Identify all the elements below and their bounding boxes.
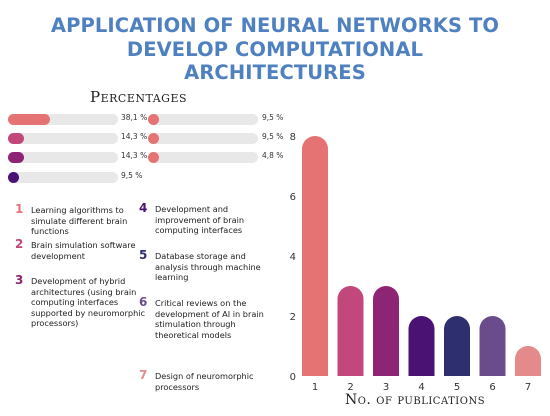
percentage-track: [148, 114, 258, 125]
bar-3: [373, 286, 399, 376]
legend-text: Brain simulation software development: [31, 240, 136, 261]
percentage-bar-6: 9,5 %: [148, 132, 298, 144]
bar-4: [408, 316, 435, 376]
percentage-track: [148, 133, 258, 144]
percentage-fill: [8, 133, 24, 144]
legend-text: Database storage and analysis through ma…: [155, 251, 261, 283]
bar-7: [515, 346, 541, 376]
x-axis-label: No. of publications: [344, 392, 486, 408]
percentage-label: 9,5 %: [121, 171, 143, 180]
percentage-fill: [8, 152, 24, 163]
x-tick-label: 3: [383, 382, 389, 393]
y-tick-label: 4: [290, 252, 296, 263]
percentage-bar-7: 4,8 %: [148, 151, 298, 163]
x-tick-label: 7: [525, 382, 531, 393]
percentages-heading: Percentages: [90, 88, 188, 106]
percentage-bar-1: 38,1 %: [8, 113, 158, 125]
legend-number: 4: [139, 201, 148, 215]
percentage-bar-2: 14,3 %: [8, 132, 158, 144]
y-tick-label: 2: [290, 312, 296, 323]
percentage-fill: [8, 114, 50, 125]
title-line-2: DEVELOP COMPUTATIONAL: [126, 37, 424, 61]
legend-text: Development of hybrid architectures (usi…: [31, 276, 146, 329]
percentage-track: [8, 172, 118, 183]
bar-6: [479, 316, 506, 376]
percentage-fill: [148, 133, 159, 144]
bar-5: [444, 316, 470, 376]
bar-1: [302, 136, 328, 376]
percentage-track: [148, 152, 258, 163]
legend-number: 2: [15, 237, 24, 251]
legend-text: Development and improvement of brain com…: [155, 204, 245, 236]
percentage-fill: [148, 152, 159, 163]
legend-number: 6: [139, 295, 148, 309]
legend-number: 7: [139, 368, 148, 382]
legend-number: 5: [139, 248, 148, 262]
percentage-label: 9,5 %: [262, 113, 284, 122]
percentage-fill: [148, 114, 159, 125]
y-tick-label: 6: [290, 192, 296, 203]
percentage-fill: [8, 172, 19, 183]
percentage-track: [8, 133, 118, 144]
legend-text: Critical reviews on the development of A…: [155, 298, 264, 340]
percentage-track: [8, 114, 118, 125]
legend-text: Learning algorithms to simulate differen…: [31, 205, 128, 237]
x-tick-label: 1: [312, 382, 318, 393]
percentage-bar-5: 9,5 %: [148, 113, 298, 125]
y-tick-label: 0: [290, 372, 296, 383]
title-line-3: ARCHITECTURES: [184, 61, 366, 84]
legend-text: Design of neuromorphic processors: [155, 371, 254, 392]
percentage-label: 14,3 %: [121, 132, 148, 141]
percentage-label: 14,3 %: [121, 151, 148, 160]
x-tick-label: 2: [347, 382, 353, 393]
legend-number: 3: [15, 273, 24, 287]
percentage-track: [8, 152, 118, 163]
percentage-label: 4,8 %: [262, 151, 284, 160]
percentage-bar-3: 14,3 %: [8, 151, 158, 163]
percentage-label: 38,1 %: [121, 113, 148, 122]
page-title: APPLICATION OF NEURAL NETWORKS TO DEVELO…: [0, 14, 550, 85]
percentage-label: 9,5 %: [262, 132, 284, 141]
x-tick-label: 5: [454, 382, 460, 393]
bar-2: [337, 286, 364, 376]
legend-number: 1: [15, 202, 24, 216]
percentage-bar-4: 9,5 %: [8, 171, 158, 183]
title-line-1: APPLICATION OF NEURAL NETWORKS TO: [50, 14, 500, 37]
x-tick-label: 6: [489, 382, 495, 393]
x-tick-label: 4: [418, 382, 424, 393]
y-tick-label: 8: [290, 132, 296, 143]
